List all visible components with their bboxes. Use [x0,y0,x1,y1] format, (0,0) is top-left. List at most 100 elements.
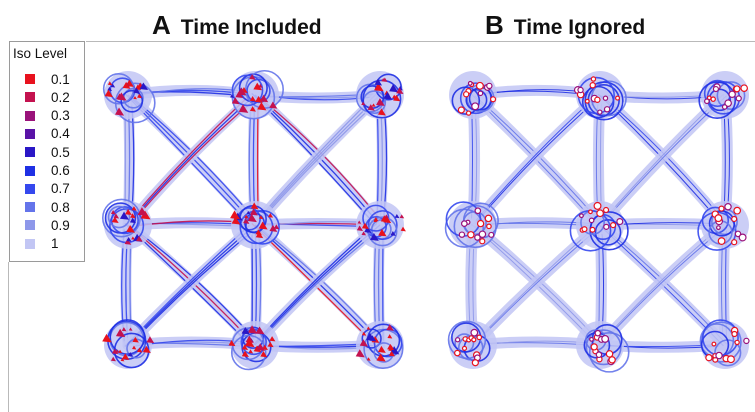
legend-item: 0.6 [25,163,70,179]
node-cluster-mark [471,102,480,111]
node-cluster-mark [117,92,127,101]
node-cluster-mark [715,351,723,360]
node-cluster-mark [377,108,386,116]
legend-swatch [25,110,35,121]
panel-a-network [101,69,406,371]
node-cluster-mark [610,222,617,229]
node-cluster-loop [114,82,156,124]
node-cluster-mark [467,231,475,239]
node-cluster-mark [593,201,602,210]
node-cluster-mark [110,83,116,88]
node-cluster-mark [467,80,473,86]
node-cluster-mark [386,324,394,331]
legend-label: 0.3 [51,108,70,124]
node-cluster-mark [479,238,486,245]
node-cluster-mark [465,110,472,116]
legend-label: 0.9 [51,217,70,233]
node-cluster-mark [475,81,484,90]
node-cluster-mark [241,350,249,357]
node-cluster-mark [589,226,596,233]
panel-b-network [444,71,750,373]
node-cluster-loop [444,208,485,248]
node-cluster-mark [589,82,596,89]
node-cluster-mark [374,82,384,92]
node-cluster-mark [137,207,148,216]
node-cluster-mark [478,230,487,239]
node-cluster-mark [486,82,493,90]
node-cluster-loop [101,198,141,238]
panel-a-label: Time Included [180,16,322,39]
node-cluster-mark [255,229,262,235]
legend-swatch [25,238,35,249]
node-cluster-mark [388,351,395,357]
node-cluster-mark [377,345,386,353]
node-cluster-mark [376,98,385,106]
legend-label: 0.6 [51,163,70,178]
node-cluster-mark [374,78,383,86]
node-cluster-mark [384,214,389,219]
node-cluster-mark [579,213,584,219]
node-cluster-loop [366,323,401,357]
node-cluster-mark [244,214,249,219]
node-cluster-mark [139,82,149,90]
node-cluster-mark [228,340,236,347]
node-cluster-loop [698,81,737,119]
node-cluster-mark [728,90,736,99]
node-cluster-mark [596,209,604,218]
node-cluster-mark [120,357,125,362]
node-cluster-mark [257,102,267,111]
node-cluster-mark [474,234,481,241]
node-cluster-mark [712,85,720,93]
node-cluster-mark [355,349,365,358]
node-cluster-mark [110,210,116,215]
node-cluster-mark [726,355,735,364]
node-cluster-mark [457,106,465,114]
node-cluster-mark [584,98,590,104]
node-cluster-mark [477,90,484,97]
node-cluster-mark [476,219,485,228]
node-cluster-mark [107,81,113,86]
node-cluster-mark [121,327,127,332]
node-cluster-mark [581,226,588,233]
node-cluster-mark [132,345,137,350]
node-cluster-mark [241,344,249,350]
node-cluster-mark [731,330,738,338]
node-cluster-mark [733,206,742,215]
node-cluster-mark [133,87,141,94]
node-cluster-mark [367,104,375,111]
node-cluster-mark [364,226,372,233]
legend-item: 1 [25,236,59,252]
legend-item: 0.8 [25,199,70,215]
node-cluster-mark [488,231,495,238]
node-cluster-mark [113,213,120,219]
node-cluster-loop [465,88,488,111]
node-cluster-mark [740,84,748,92]
node-cluster-mark [399,214,405,219]
node-cluster-mark [110,356,117,362]
node-cluster-loop [102,72,135,105]
node-cluster-loop [109,319,146,355]
node-cluster-mark [594,329,602,337]
node-cluster-mark [269,224,278,232]
node-cluster-mark [130,213,136,219]
legend-swatch [25,202,35,213]
node-cluster-mark [132,336,139,343]
node-cluster-mark [142,345,151,354]
legend-label: 0.5 [51,144,70,160]
node-cluster-mark [463,91,470,98]
node-cluster-mark [486,223,492,230]
node-cluster-mark [361,101,366,106]
node-cluster-mark [731,239,738,246]
node-cluster-mark [400,226,406,232]
node-cluster-loop [447,320,487,360]
node-cluster-mark [255,231,264,239]
legend-swatch [25,74,35,84]
legend-swatch [25,92,35,103]
node-cluster-mark [734,339,740,346]
node-cluster-mark [269,336,276,342]
legend-item: 0.9 [25,217,70,233]
node-cluster-mark [471,359,479,367]
legend-label: 0.7 [51,181,70,197]
node-cluster-mark [357,220,362,224]
